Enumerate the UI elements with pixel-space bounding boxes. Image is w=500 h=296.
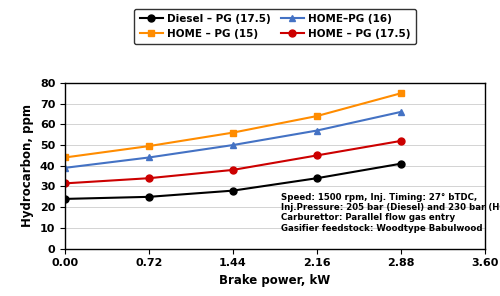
Text: Speed: 1500 rpm, Inj. Timing: 27° bTDC,
Inj.Pressure: 205 bar (Diesel) and 230 b: Speed: 1500 rpm, Inj. Timing: 27° bTDC, … bbox=[281, 193, 500, 233]
Y-axis label: Hydrocarbon, ppm: Hydrocarbon, ppm bbox=[21, 104, 34, 227]
X-axis label: Brake power, kW: Brake power, kW bbox=[220, 274, 330, 287]
Legend: Diesel – PG (17.5), HOME – PG (15), HOME–PG (16), HOME – PG (17.5): Diesel – PG (17.5), HOME – PG (15), HOME… bbox=[134, 9, 416, 44]
